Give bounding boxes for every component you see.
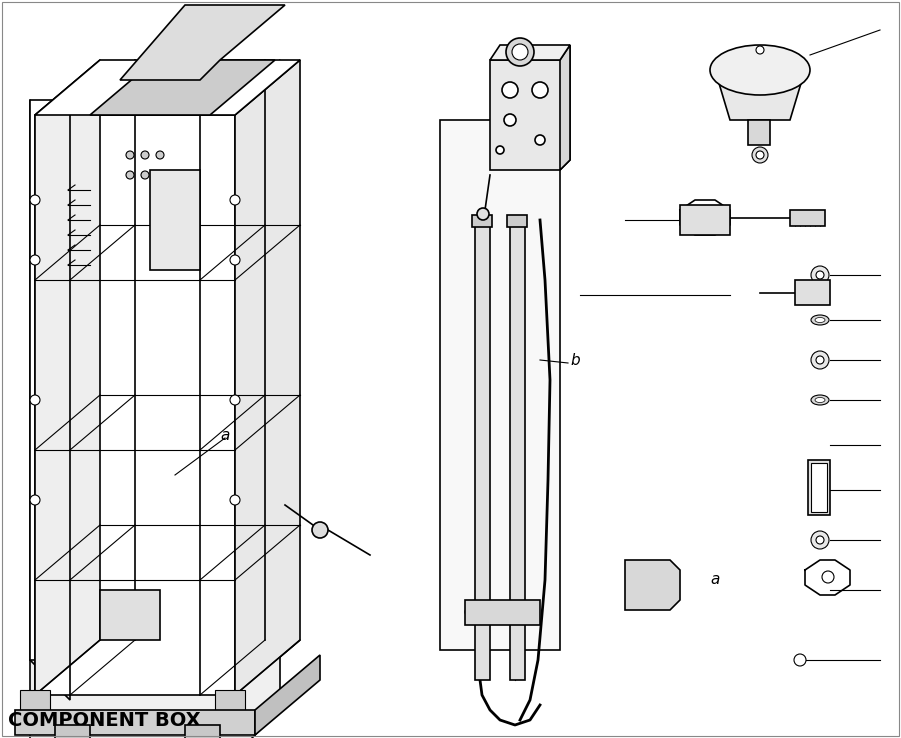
Circle shape xyxy=(30,195,40,205)
Circle shape xyxy=(502,82,518,98)
Circle shape xyxy=(230,255,240,265)
Circle shape xyxy=(30,255,40,265)
Polygon shape xyxy=(510,220,525,680)
Text: b: b xyxy=(570,353,579,368)
Circle shape xyxy=(811,351,829,369)
Circle shape xyxy=(230,495,240,505)
Polygon shape xyxy=(490,45,570,170)
Circle shape xyxy=(822,571,834,583)
Circle shape xyxy=(156,151,164,159)
Polygon shape xyxy=(35,115,235,695)
Bar xyxy=(215,690,245,715)
Text: COMPONENT BOX: COMPONENT BOX xyxy=(8,711,201,729)
Circle shape xyxy=(512,44,528,60)
Polygon shape xyxy=(15,710,255,735)
Ellipse shape xyxy=(815,317,825,323)
Polygon shape xyxy=(625,560,680,610)
Bar xyxy=(507,215,527,227)
Circle shape xyxy=(170,205,180,215)
Bar xyxy=(748,120,770,145)
Text: a: a xyxy=(220,427,230,443)
Polygon shape xyxy=(120,5,285,80)
Circle shape xyxy=(506,38,534,66)
Polygon shape xyxy=(240,60,280,660)
Circle shape xyxy=(230,395,240,405)
Circle shape xyxy=(230,195,240,205)
Circle shape xyxy=(30,495,40,505)
Circle shape xyxy=(756,46,764,54)
Circle shape xyxy=(477,208,489,220)
Circle shape xyxy=(794,654,806,666)
Bar xyxy=(808,460,830,515)
Bar xyxy=(472,215,492,227)
Circle shape xyxy=(126,151,134,159)
Text: a: a xyxy=(710,573,719,587)
Circle shape xyxy=(752,147,768,163)
Polygon shape xyxy=(715,70,805,120)
Circle shape xyxy=(141,151,149,159)
Polygon shape xyxy=(35,60,100,695)
Circle shape xyxy=(156,171,164,179)
Polygon shape xyxy=(35,60,300,115)
Ellipse shape xyxy=(811,395,829,405)
Polygon shape xyxy=(30,620,280,738)
Circle shape xyxy=(811,266,829,284)
Circle shape xyxy=(816,356,824,364)
Circle shape xyxy=(126,171,134,179)
Circle shape xyxy=(312,522,328,538)
Bar xyxy=(680,205,730,235)
Circle shape xyxy=(535,135,545,145)
Polygon shape xyxy=(35,640,300,695)
Circle shape xyxy=(504,114,516,126)
Bar xyxy=(795,280,830,305)
Circle shape xyxy=(141,171,149,179)
Circle shape xyxy=(170,225,180,235)
Circle shape xyxy=(756,151,764,159)
Circle shape xyxy=(30,395,40,405)
Ellipse shape xyxy=(811,315,829,325)
Polygon shape xyxy=(90,60,275,115)
Circle shape xyxy=(170,185,180,195)
Text: b: b xyxy=(650,582,660,598)
Circle shape xyxy=(816,271,824,279)
Polygon shape xyxy=(255,655,320,735)
Bar xyxy=(811,463,827,512)
Ellipse shape xyxy=(710,45,810,95)
Circle shape xyxy=(170,245,180,255)
Circle shape xyxy=(496,146,504,154)
Circle shape xyxy=(465,607,475,617)
Circle shape xyxy=(811,531,829,549)
Polygon shape xyxy=(30,100,70,700)
Polygon shape xyxy=(490,45,570,60)
Polygon shape xyxy=(440,120,560,650)
Bar xyxy=(790,210,825,226)
Bar xyxy=(55,725,90,738)
Polygon shape xyxy=(235,60,300,695)
Bar xyxy=(185,725,220,738)
Circle shape xyxy=(816,536,824,544)
Polygon shape xyxy=(560,45,570,170)
Bar xyxy=(100,590,160,640)
Bar xyxy=(150,170,200,270)
Polygon shape xyxy=(475,220,490,680)
Polygon shape xyxy=(30,60,280,660)
Ellipse shape xyxy=(815,398,825,402)
Circle shape xyxy=(532,82,548,98)
Polygon shape xyxy=(465,600,540,625)
Bar xyxy=(20,690,50,715)
